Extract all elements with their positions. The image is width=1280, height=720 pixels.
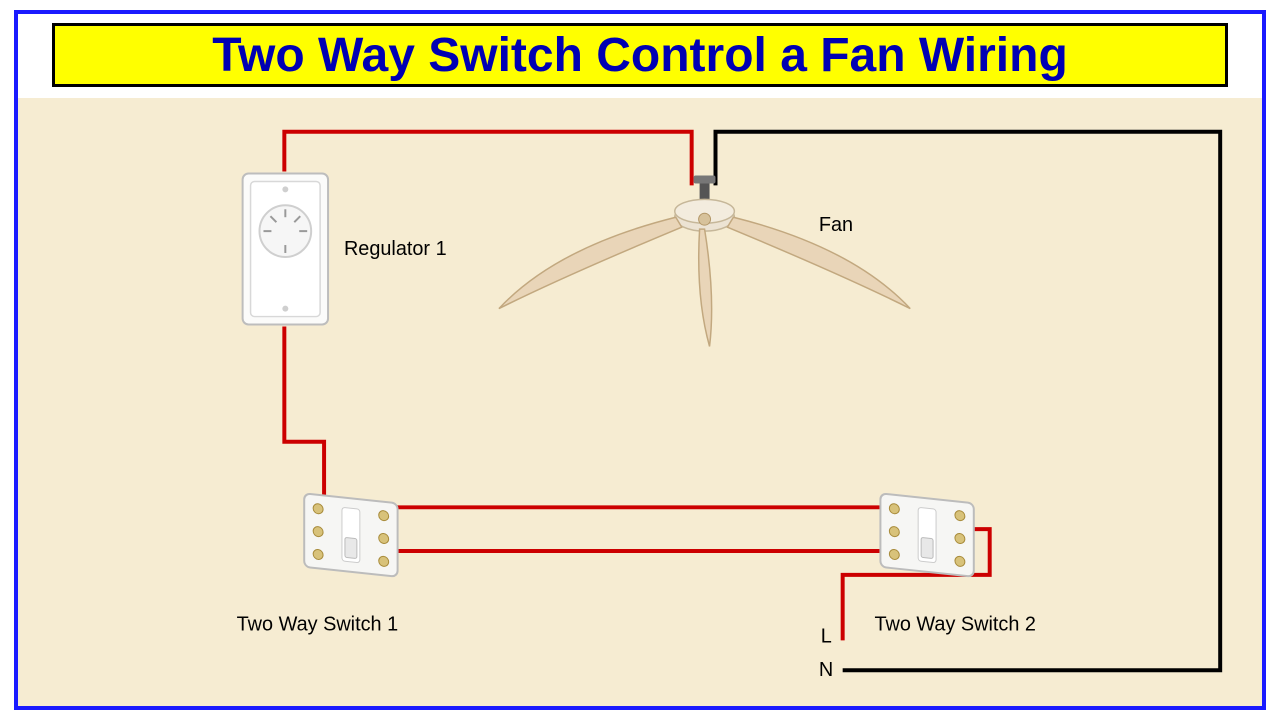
fan-label: Fan	[819, 214, 853, 236]
wiring-diagram: Regulator 1 Fan Two Way Switch 1 Two Way…	[18, 98, 1262, 706]
switch1-label: Two Way Switch 1	[237, 613, 399, 635]
two-way-switch-2	[880, 493, 973, 576]
title-text: Two Way Switch Control a Fan Wiring	[212, 28, 1068, 83]
regulator-label: Regulator 1	[344, 238, 447, 260]
switch2-label: Two Way Switch 2	[874, 613, 1036, 635]
ceiling-fan	[499, 175, 910, 346]
two-way-switch-1	[304, 493, 397, 576]
title-banner: Two Way Switch Control a Fan Wiring	[52, 23, 1228, 87]
outer-frame: Two Way Switch Control a Fan Wiring	[14, 10, 1266, 710]
regulator	[243, 174, 328, 325]
terminal-L: L	[821, 625, 832, 647]
wires	[284, 132, 1220, 670]
terminal-N: N	[819, 659, 833, 681]
